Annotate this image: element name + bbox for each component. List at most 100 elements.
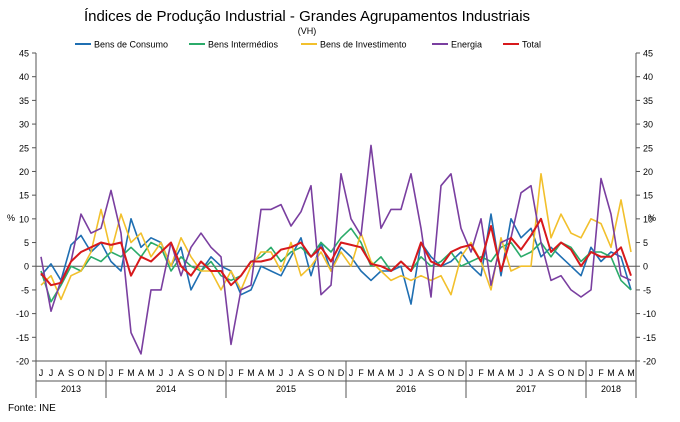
- x-tick-label: F: [598, 368, 604, 378]
- year-label: 2016: [396, 384, 416, 394]
- x-tick-label: S: [428, 368, 434, 378]
- x-tick-label: D: [218, 368, 225, 378]
- x-tick-label: O: [557, 368, 564, 378]
- x-tick-label: A: [178, 368, 184, 378]
- x-tick-label: A: [298, 368, 304, 378]
- x-tick-label: A: [498, 368, 504, 378]
- x-tick-label: F: [358, 368, 364, 378]
- y-tick-label-right: 25: [643, 143, 653, 153]
- x-tick-label: J: [109, 368, 114, 378]
- y-axis-label-left: %: [7, 213, 15, 223]
- x-tick-label: D: [458, 368, 465, 378]
- y-tick-label-left: 25: [19, 143, 29, 153]
- x-tick-label: M: [627, 368, 635, 378]
- y-tick-label-left: 20: [19, 167, 29, 177]
- y-tick-label-right: 30: [643, 120, 653, 130]
- x-tick-label: D: [578, 368, 585, 378]
- legend-label: Bens de Investimento: [320, 40, 407, 50]
- x-tick-label: J: [289, 368, 294, 378]
- x-tick-label: A: [418, 368, 424, 378]
- x-tick-label: J: [529, 368, 534, 378]
- x-tick-label: M: [387, 368, 395, 378]
- x-tick-label: S: [548, 368, 554, 378]
- y-tick-label-right: -20: [643, 357, 656, 367]
- x-tick-label: O: [317, 368, 324, 378]
- x-tick-label: J: [49, 368, 54, 378]
- x-tick-label: M: [127, 368, 135, 378]
- legend: Bens de Consumo Bens Intermédios Bens de I…: [75, 40, 541, 50]
- x-tick-label: A: [258, 368, 264, 378]
- x-tick-label: J: [469, 368, 474, 378]
- x-tick-label: S: [308, 368, 314, 378]
- y-tick-label-left: -10: [16, 309, 29, 319]
- y-axis-left: -20 -15 -10 -5 0 5 10 15 20 25 30 35 40 45: [16, 49, 36, 367]
- x-tick-label: A: [618, 368, 624, 378]
- x-tick-label: M: [367, 368, 375, 378]
- x-tick-label: M: [147, 368, 155, 378]
- y-tick-label-right: -10: [643, 309, 656, 319]
- y-tick-label-left: 5: [24, 238, 29, 248]
- x-tick-label: O: [197, 368, 204, 378]
- y-axis-label-right: %: [648, 213, 656, 223]
- y-tick-label-right: 35: [643, 96, 653, 106]
- x-tick-label: D: [338, 368, 345, 378]
- x-tick-label: M: [487, 368, 495, 378]
- x-tick-label: M: [247, 368, 255, 378]
- x-tick-label: M: [607, 368, 615, 378]
- year-label: 2017: [516, 384, 536, 394]
- x-tick-label: D: [98, 368, 105, 378]
- year-label: 2013: [61, 384, 81, 394]
- legend-label: Bens Intermédios: [208, 40, 279, 50]
- x-tick-label: N: [208, 368, 215, 378]
- x-tick-label: A: [138, 368, 144, 378]
- chart-title: Índices de Produção Industrial - Grandes…: [84, 8, 530, 25]
- y-tick-label-right: 5: [643, 238, 648, 248]
- y-tick-label-left: -20: [16, 357, 29, 367]
- x-tick-label: A: [58, 368, 64, 378]
- y-tick-label-left: 10: [19, 214, 29, 224]
- x-tick-label: J: [589, 368, 594, 378]
- y-tick-label-right: -5: [643, 285, 651, 295]
- x-tick-label: M: [507, 368, 515, 378]
- y-tick-label-left: 45: [19, 49, 29, 59]
- x-tick-label: J: [519, 368, 524, 378]
- x-tick-label: S: [188, 368, 194, 378]
- x-tick-label: F: [118, 368, 124, 378]
- x-tick-label: F: [238, 368, 244, 378]
- x-tick-label: J: [169, 368, 174, 378]
- x-tick-label: J: [159, 368, 164, 378]
- x-tick-label: N: [568, 368, 575, 378]
- x-tick-label: M: [267, 368, 275, 378]
- x-tick-label: A: [538, 368, 544, 378]
- y-axis-right: -20 -15 -10 -5 0 5 10 15 20 25 30 35 40 45: [636, 49, 656, 367]
- y-tick-label-right: 0: [643, 262, 648, 272]
- x-tick-label: N: [328, 368, 335, 378]
- x-tick-label: S: [68, 368, 74, 378]
- year-label: 2015: [276, 384, 296, 394]
- year-label: 2014: [156, 384, 176, 394]
- y-tick-label-left: 15: [19, 191, 29, 201]
- x-tick-label: O: [437, 368, 444, 378]
- x-tick-label: F: [478, 368, 484, 378]
- x-tick-label: N: [88, 368, 95, 378]
- series-line-total: [40, 217, 632, 287]
- y-tick-label-left: 30: [19, 120, 29, 130]
- legend-label: Bens de Consumo: [94, 40, 168, 50]
- legend-label: Total: [522, 40, 541, 50]
- x-tick-label: N: [448, 368, 455, 378]
- plot-frame: [35, 53, 637, 362]
- x-tick-label: O: [77, 368, 84, 378]
- series-line-bens-de-investimento: [40, 173, 632, 301]
- y-tick-label-right: 20: [643, 167, 653, 177]
- x-tick-label: J: [409, 368, 414, 378]
- y-tick-label-left: -15: [16, 333, 29, 343]
- series-lines: [40, 144, 632, 355]
- y-tick-label-left: 35: [19, 96, 29, 106]
- x-tick-label: J: [39, 368, 44, 378]
- chart-subtitle: (VH): [298, 26, 317, 36]
- y-tick-label-left: -5: [21, 285, 29, 295]
- x-tick-label: J: [399, 368, 404, 378]
- x-tick-label: J: [229, 368, 234, 378]
- y-tick-label-left: 0: [24, 262, 29, 272]
